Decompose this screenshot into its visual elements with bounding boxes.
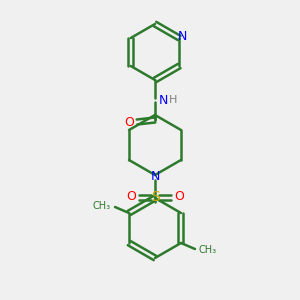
Text: N: N — [158, 94, 168, 106]
Text: O: O — [124, 116, 134, 128]
Text: CH₃: CH₃ — [93, 201, 111, 211]
Text: O: O — [174, 190, 184, 203]
Text: CH₃: CH₃ — [199, 245, 217, 255]
Text: S: S — [151, 190, 159, 204]
Text: O: O — [126, 190, 136, 203]
Text: N: N — [178, 29, 187, 43]
Text: N: N — [150, 169, 160, 182]
Text: H: H — [169, 95, 177, 105]
